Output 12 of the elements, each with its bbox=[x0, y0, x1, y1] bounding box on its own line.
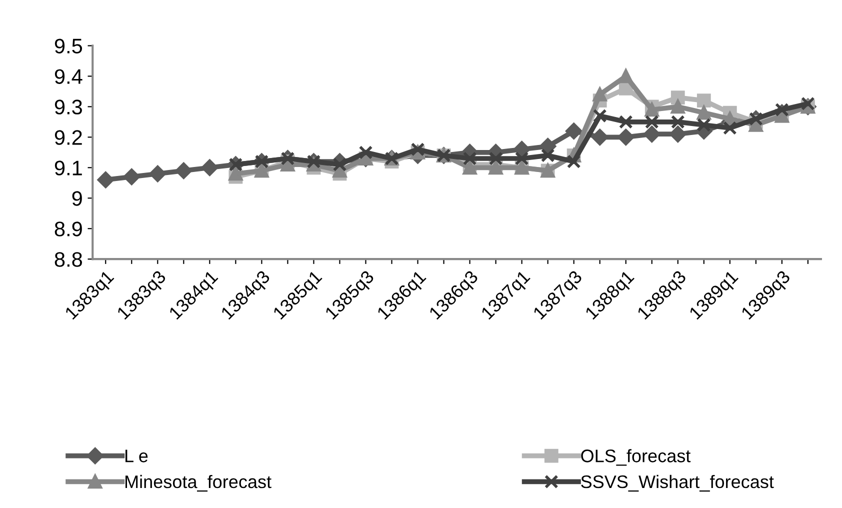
y-tick-label: 9.2 bbox=[54, 130, 82, 145]
y-tick-label: 9.5 bbox=[54, 38, 82, 54]
y-tick-label: 9.1 bbox=[54, 160, 82, 176]
y-tick-label: 8.8 bbox=[54, 252, 82, 267]
legend-label: L e bbox=[126, 450, 148, 462]
y-tick-label: 9 bbox=[72, 191, 82, 206]
legend-label: OLS_forecast bbox=[581, 449, 691, 466]
legend-label: Minesota_forecast bbox=[126, 474, 272, 492]
y-tick-label: 8.9 bbox=[54, 222, 82, 236]
y-tick-label: 9.3 bbox=[54, 100, 82, 114]
legend-label: SSVS_Wishart_forecast bbox=[581, 474, 774, 492]
y-tick-label: 9.4 bbox=[54, 69, 82, 84]
